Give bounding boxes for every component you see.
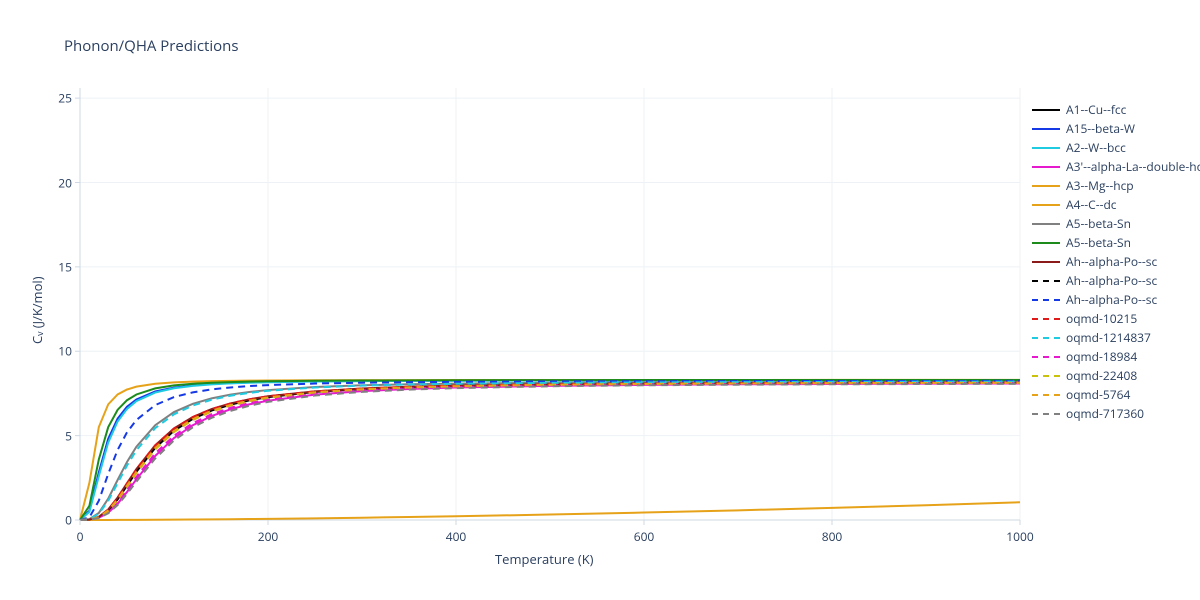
legend-item[interactable]: oqmd-18984 bbox=[1032, 347, 1200, 366]
chart-title: Phonon/QHA Predictions bbox=[64, 36, 239, 56]
series-line bbox=[80, 383, 1020, 520]
x-tick-label: 1000 bbox=[1006, 528, 1033, 545]
legend-swatch bbox=[1032, 204, 1060, 206]
legend-item[interactable]: oqmd-717360 bbox=[1032, 404, 1200, 423]
legend-label: oqmd-717360 bbox=[1066, 405, 1144, 422]
legend-swatch bbox=[1032, 299, 1060, 301]
x-tick-label: 0 bbox=[77, 528, 84, 545]
legend-label: oqmd-1214837 bbox=[1066, 329, 1151, 346]
series-line bbox=[80, 380, 1020, 520]
legend-swatch bbox=[1032, 413, 1060, 415]
series-line bbox=[80, 380, 1020, 520]
series-line bbox=[80, 383, 1020, 520]
y-tick-label: 20 bbox=[42, 174, 72, 191]
legend-label: oqmd-18984 bbox=[1066, 348, 1137, 365]
y-tick-label: 0 bbox=[42, 512, 72, 529]
legend-item[interactable]: A15--beta-W bbox=[1032, 119, 1200, 138]
x-axis-label: Temperature (K) bbox=[495, 550, 594, 568]
legend-label: Ah--alpha-Po--sc bbox=[1066, 253, 1157, 270]
legend: A1--Cu--fcc A15--beta-W A2--W--bcc A3'--alp… bbox=[1032, 100, 1200, 423]
series-line bbox=[80, 382, 1020, 520]
legend-item[interactable]: A5--beta-Sn bbox=[1032, 214, 1200, 233]
y-tick-label: 25 bbox=[42, 90, 72, 107]
legend-item[interactable]: oqmd-5764 bbox=[1032, 385, 1200, 404]
legend-item[interactable]: Ah--alpha-Po--sc bbox=[1032, 252, 1200, 271]
series-line bbox=[80, 380, 1020, 520]
legend-item[interactable]: A1--Cu--fcc bbox=[1032, 100, 1200, 119]
x-tick-label: 600 bbox=[634, 528, 655, 545]
series-line bbox=[80, 383, 1020, 521]
legend-label: A4--C--dc bbox=[1066, 196, 1117, 213]
plot-svg bbox=[80, 88, 1020, 520]
legend-label: A5--beta-Sn bbox=[1066, 215, 1131, 232]
legend-swatch bbox=[1032, 280, 1060, 282]
x-tick-label: 400 bbox=[446, 528, 467, 545]
series-line bbox=[80, 380, 1020, 520]
legend-swatch bbox=[1032, 166, 1060, 168]
y-tick-label: 5 bbox=[42, 427, 72, 444]
legend-swatch bbox=[1032, 185, 1060, 187]
series-line bbox=[80, 383, 1020, 520]
legend-item[interactable]: A3--Mg--hcp bbox=[1032, 176, 1200, 195]
legend-label: A5--beta-Sn bbox=[1066, 234, 1131, 251]
legend-swatch bbox=[1032, 337, 1060, 339]
x-tick-label: 800 bbox=[822, 528, 843, 545]
y-axis-label: Cᵥ (J/K/mol) bbox=[28, 276, 46, 344]
legend-item[interactable]: Ah--alpha-Po--sc bbox=[1032, 290, 1200, 309]
series-line bbox=[80, 502, 1020, 520]
legend-swatch bbox=[1032, 147, 1060, 149]
legend-item[interactable]: A5--beta-Sn bbox=[1032, 233, 1200, 252]
chart-container: Phonon/QHA Predictions 02004006008001000… bbox=[0, 0, 1200, 600]
legend-label: Ah--alpha-Po--sc bbox=[1066, 291, 1157, 308]
series-line bbox=[80, 384, 1020, 520]
legend-label: oqmd-10215 bbox=[1066, 310, 1137, 327]
series-line bbox=[80, 383, 1020, 520]
legend-item[interactable]: A4--C--dc bbox=[1032, 195, 1200, 214]
legend-swatch bbox=[1032, 394, 1060, 396]
legend-swatch bbox=[1032, 261, 1060, 263]
legend-label: oqmd-22408 bbox=[1066, 367, 1137, 384]
legend-item[interactable]: A2--W--bcc bbox=[1032, 138, 1200, 157]
y-tick-label: 10 bbox=[42, 343, 72, 360]
series-line bbox=[80, 382, 1020, 520]
legend-swatch bbox=[1032, 375, 1060, 377]
y-tick-label: 15 bbox=[42, 258, 72, 275]
legend-item[interactable]: Ah--alpha-Po--sc bbox=[1032, 271, 1200, 290]
legend-label: A3--Mg--hcp bbox=[1066, 177, 1134, 194]
legend-label: A2--W--bcc bbox=[1066, 139, 1126, 156]
legend-label: oqmd-5764 bbox=[1066, 386, 1130, 403]
legend-label: A15--beta-W bbox=[1066, 120, 1135, 137]
legend-item[interactable]: oqmd-10215 bbox=[1032, 309, 1200, 328]
legend-swatch bbox=[1032, 242, 1060, 244]
legend-item[interactable]: oqmd-1214837 bbox=[1032, 328, 1200, 347]
legend-label: Ah--alpha-Po--sc bbox=[1066, 272, 1157, 289]
legend-swatch bbox=[1032, 223, 1060, 225]
series-line bbox=[80, 384, 1020, 521]
series-line bbox=[80, 382, 1020, 520]
legend-label: A1--Cu--fcc bbox=[1066, 101, 1126, 118]
series-line bbox=[80, 382, 1020, 520]
legend-item[interactable]: A3'--alpha-La--double-hcp bbox=[1032, 157, 1200, 176]
legend-label: A3'--alpha-La--double-hcp bbox=[1066, 158, 1200, 175]
x-tick-label: 200 bbox=[258, 528, 279, 545]
legend-swatch bbox=[1032, 318, 1060, 320]
legend-swatch bbox=[1032, 356, 1060, 358]
series-line bbox=[80, 381, 1020, 520]
legend-swatch bbox=[1032, 128, 1060, 130]
legend-swatch bbox=[1032, 109, 1060, 111]
legend-item[interactable]: oqmd-22408 bbox=[1032, 366, 1200, 385]
